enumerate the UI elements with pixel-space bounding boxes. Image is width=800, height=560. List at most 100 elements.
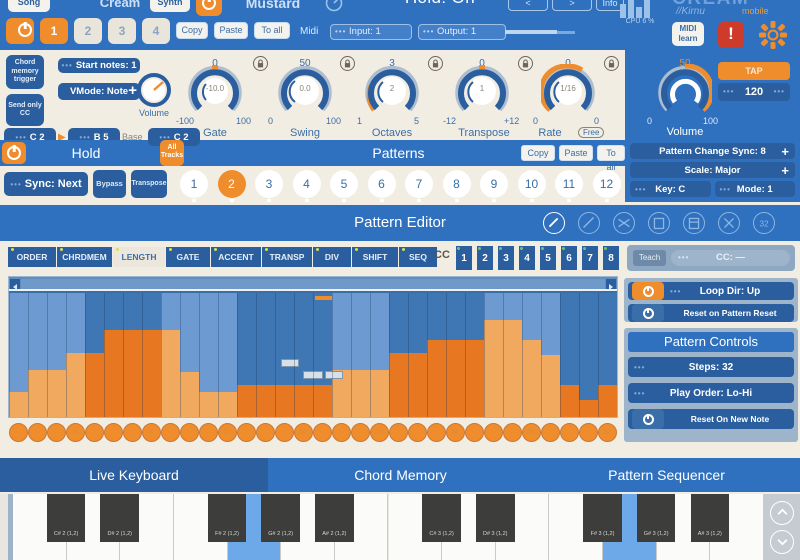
pattern-to-all-button[interactable]: To all xyxy=(597,145,625,172)
octave-up-button[interactable] xyxy=(770,501,794,525)
pattern-button-3[interactable]: 3 xyxy=(255,170,283,198)
black-key[interactable]: A# 2 (1,2) xyxy=(315,494,354,542)
pattern-button-4[interactable]: 4 xyxy=(292,170,321,198)
pencil-icon[interactable] xyxy=(543,212,565,234)
track-button-1[interactable]: 1 xyxy=(40,18,68,44)
midi-output-field[interactable]: ••• Output: 1 xyxy=(418,24,506,40)
pattern-button-6[interactable]: 6 xyxy=(367,170,396,198)
hold-power-button[interactable] xyxy=(2,142,26,164)
cc-value-field[interactable]: ••• CC: — xyxy=(671,250,790,266)
black-key[interactable]: C# 2 (1,2) xyxy=(46,494,86,542)
track-button-3[interactable]: 3 xyxy=(108,18,136,44)
gate-lock-icon[interactable] xyxy=(253,56,268,71)
cc-button-5[interactable]: 5 xyxy=(539,245,557,271)
step-column[interactable] xyxy=(446,293,465,417)
step-column[interactable] xyxy=(142,293,161,417)
pattern-change-sync-button[interactable]: Pattern Change Sync: 8 + xyxy=(630,143,795,159)
step-column[interactable] xyxy=(47,293,66,417)
track-paste-button[interactable]: Paste xyxy=(214,22,248,39)
step-column[interactable] xyxy=(522,293,541,417)
step-column[interactable] xyxy=(541,293,560,417)
step-toggle-8[interactable]: 8 xyxy=(141,423,161,442)
scroll-left-arrow-icon[interactable] xyxy=(10,279,20,290)
transpose-lock-icon[interactable] xyxy=(518,56,533,71)
song-button[interactable]: Song xyxy=(8,0,50,12)
cc-button-6[interactable]: 6 xyxy=(560,245,578,271)
editor-tab-shift[interactable]: SHIFT xyxy=(352,247,398,267)
transpose-knob[interactable]: 1 xyxy=(455,64,509,118)
pattern-button-5[interactable]: 5 xyxy=(330,170,358,198)
pattern-editor-grid[interactable] xyxy=(8,276,618,418)
octave-down-button[interactable] xyxy=(770,530,794,554)
cc-button-7[interactable]: 7 xyxy=(581,245,599,271)
cc-button-4[interactable]: 4 xyxy=(518,245,536,271)
step-column[interactable] xyxy=(218,293,237,417)
pattern-copy-button[interactable]: Copy xyxy=(521,145,555,161)
steps-32-icon[interactable]: 32 xyxy=(753,212,775,234)
step-bar[interactable] xyxy=(446,340,465,417)
step-column[interactable] xyxy=(9,293,28,417)
track-power-button[interactable] xyxy=(196,0,222,16)
send-only-cc-button[interactable]: Send only CC xyxy=(6,94,44,126)
step-toggle-14[interactable] xyxy=(255,423,275,442)
chord-memory-trigger-button[interactable]: Chord memory trigger xyxy=(6,55,44,89)
step-bar[interactable] xyxy=(408,352,427,417)
step-bar[interactable] xyxy=(484,320,503,417)
step-bars[interactable] xyxy=(9,293,617,417)
gear-icon[interactable] xyxy=(758,20,788,50)
pattern-button-1[interactable]: 1 xyxy=(180,170,208,198)
track-button-2[interactable]: 2 xyxy=(74,18,102,44)
black-key[interactable]: D# 3 (1,2) xyxy=(475,494,515,542)
step-column[interactable] xyxy=(66,293,85,417)
vmode-button[interactable]: VMode: Note + xyxy=(58,82,140,100)
drag-handle[interactable] xyxy=(281,359,299,367)
step-toggle-17[interactable] xyxy=(312,423,332,442)
line-tool-icon[interactable] xyxy=(578,212,600,234)
step-column[interactable] xyxy=(389,293,408,417)
master-volume-knob[interactable] xyxy=(658,64,712,118)
black-key[interactable]: C# 3 (1,2) xyxy=(422,494,461,542)
step-bar[interactable] xyxy=(389,352,408,417)
next-button[interactable]: > xyxy=(552,0,592,11)
refresh-icon[interactable] xyxy=(324,0,344,13)
step-bar[interactable] xyxy=(351,369,370,417)
octaves-lock-icon[interactable] xyxy=(428,56,443,71)
clear-icon[interactable] xyxy=(718,212,740,234)
step-bar[interactable] xyxy=(142,330,161,417)
scale-button[interactable]: Scale: Major + xyxy=(630,162,795,178)
step-bar[interactable] xyxy=(541,355,560,417)
step-toggle-22[interactable] xyxy=(407,423,427,442)
step-toggle-10[interactable] xyxy=(179,423,199,442)
editor-tab-div[interactable]: DIV xyxy=(313,247,351,267)
copy-icon[interactable] xyxy=(648,212,670,234)
swing-lock-icon[interactable] xyxy=(340,56,355,71)
step-toggle-24[interactable]: 24 xyxy=(445,423,465,442)
step-toggle-9[interactable] xyxy=(160,423,180,442)
transpose-button[interactable]: Transpose xyxy=(131,170,167,198)
scrollbar-thumb[interactable] xyxy=(21,279,605,289)
step-bar[interactable] xyxy=(275,384,294,417)
paste-icon[interactable] xyxy=(683,212,705,234)
pattern-button-9[interactable]: 9 xyxy=(480,170,508,198)
step-toggle-27[interactable] xyxy=(502,423,522,442)
piano-keyboard[interactable]: C# 2 (1,2) D# 2 (1,2) F# 2 (1,2) G# 2 (1,2)… xyxy=(0,494,800,560)
editor-tab-accent[interactable]: ACCENT xyxy=(211,247,261,267)
step-column[interactable] xyxy=(370,293,389,417)
steps-button[interactable]: ••• Steps: 32 xyxy=(628,357,794,377)
preset-name[interactable]: Cream xyxy=(99,0,141,10)
step-bar[interactable] xyxy=(256,384,275,417)
cc-button-3[interactable]: 3 xyxy=(497,245,515,271)
black-key[interactable]: A# 3 (1,2) xyxy=(690,494,730,542)
step-column[interactable] xyxy=(408,293,427,417)
bpm-button[interactable]: ••• 120 ••• xyxy=(718,83,790,101)
step-column[interactable] xyxy=(85,293,104,417)
step-column[interactable] xyxy=(256,293,275,417)
step-bar[interactable] xyxy=(427,340,446,417)
step-column[interactable] xyxy=(351,293,370,417)
step-toggle-32[interactable]: 32 xyxy=(597,423,617,442)
rate-knob[interactable]: 1/16 xyxy=(541,64,595,118)
step-toggle-11[interactable] xyxy=(198,423,218,442)
loop-dir-button[interactable]: ••• Loop Dir: Up xyxy=(628,282,794,300)
pattern-button-12[interactable]: 12 xyxy=(592,170,621,198)
step-bar[interactable] xyxy=(560,384,579,417)
